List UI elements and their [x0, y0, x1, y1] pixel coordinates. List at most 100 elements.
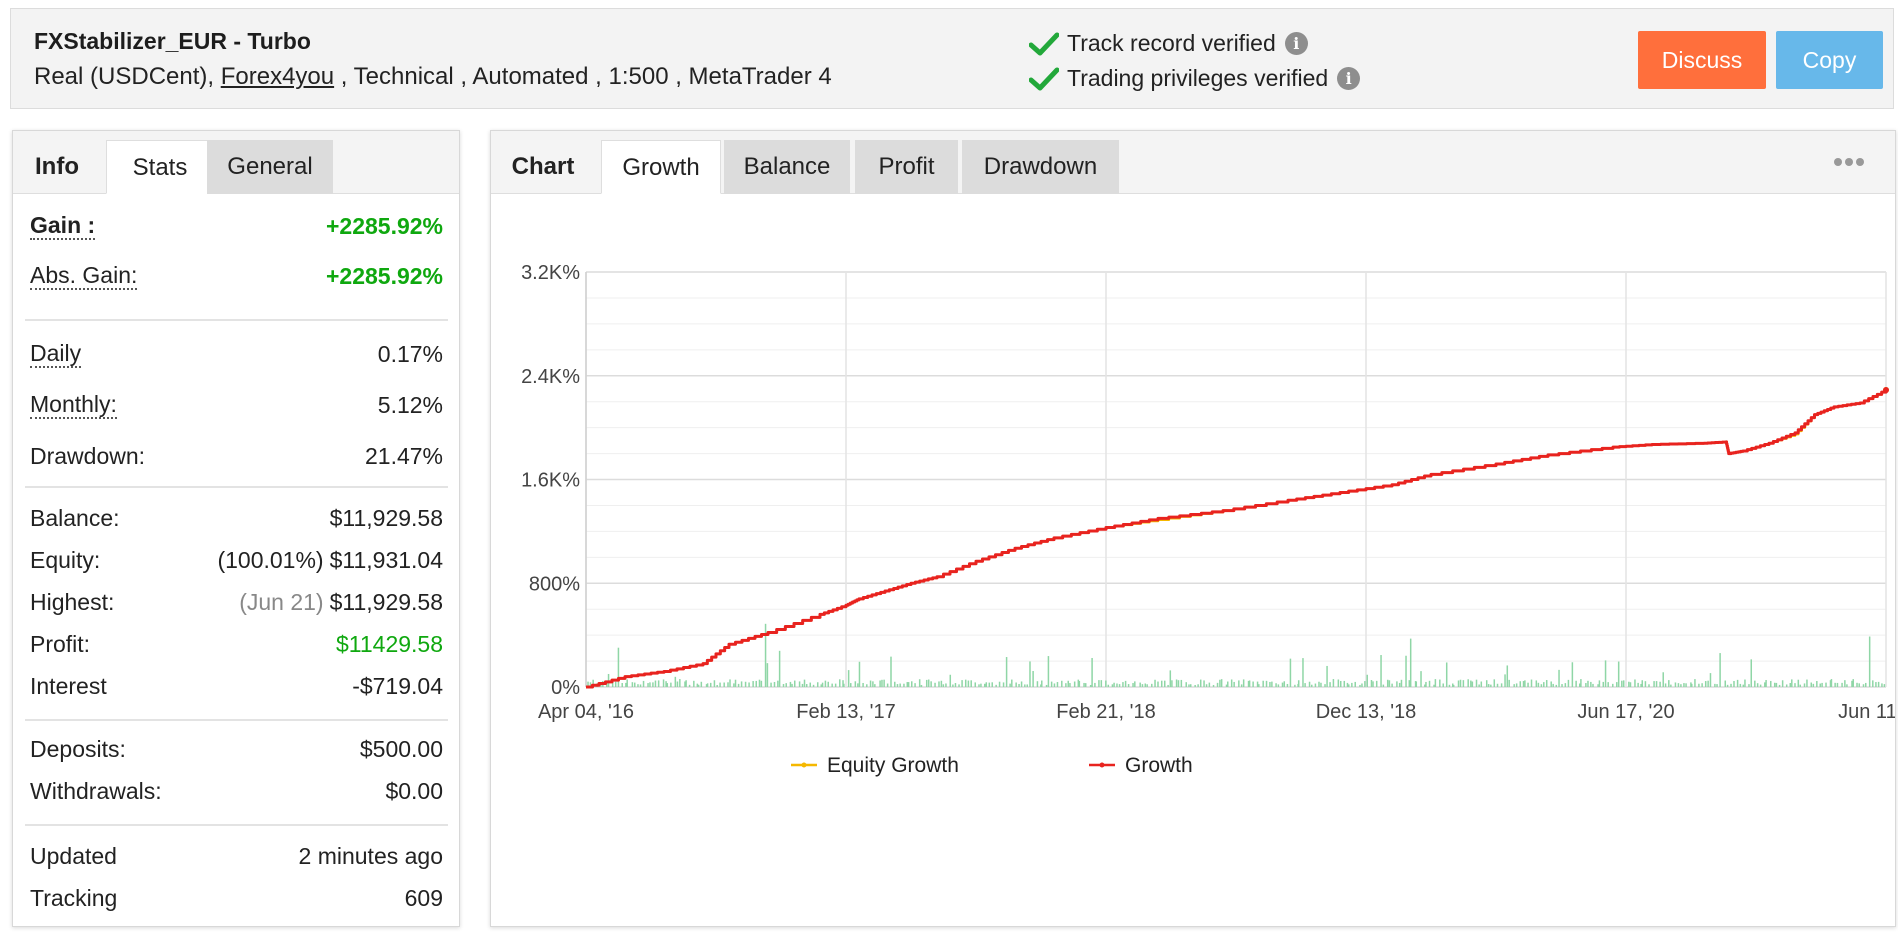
volume-bar [696, 683, 699, 687]
volume-bar [918, 679, 921, 687]
volume-bar [854, 681, 857, 687]
stat-label[interactable]: Daily [30, 340, 82, 368]
volume-bar [1281, 682, 1284, 687]
legend-item[interactable]: Growth [1089, 754, 1193, 777]
volume-bar [1714, 683, 1716, 687]
stat-label[interactable]: Abs. Gain: [30, 262, 138, 290]
stat-label[interactable]: Gain : [30, 212, 96, 240]
volume-bar [1617, 661, 1620, 687]
stat-label[interactable]: Monthly: [30, 391, 117, 419]
volume-bar [995, 684, 997, 687]
tab-chart[interactable]: Chart [511, 153, 575, 180]
volume-bar [1537, 682, 1540, 687]
more-options-icon[interactable] [1834, 153, 1868, 167]
volume-bar [1825, 682, 1827, 687]
volume-bar [1590, 681, 1592, 687]
volume-bar [1674, 682, 1677, 687]
volume-bar [1091, 657, 1093, 687]
volume-bar [1701, 683, 1703, 687]
volume-bar [1208, 682, 1211, 687]
info-icon[interactable]: i [1284, 32, 1308, 55]
volume-bar [1622, 680, 1625, 687]
volume-bar [1773, 682, 1776, 687]
volume-bar [881, 679, 883, 687]
chart-panel: Chart Growth Balance Profit Drawdown 0% 8… [490, 130, 1896, 927]
volume-bar [1810, 682, 1813, 687]
chart-tabs: Chart Growth Balance Profit Drawdown [491, 131, 1895, 194]
volume-bar [666, 683, 669, 687]
volume-bar [1015, 682, 1017, 687]
stat-deposits: Deposits: $500.00 [30, 734, 443, 764]
tab-profit[interactable]: Profit [855, 140, 958, 194]
volume-bar [1380, 655, 1382, 687]
volume-bar [1024, 684, 1026, 687]
volume-bar [1366, 674, 1368, 687]
stat-value: $0.00 [385, 777, 443, 804]
volume-bar [1269, 681, 1271, 687]
copy-button[interactable]: Copy [1776, 31, 1883, 89]
volume-bar [906, 682, 909, 687]
volume-bar [1724, 680, 1727, 687]
tab-stats[interactable]: Stats [106, 140, 214, 194]
volume-bar [983, 683, 986, 687]
volume-bar [1844, 680, 1846, 687]
volume-bar [1640, 683, 1642, 687]
volume-bar [896, 684, 899, 687]
info-icon[interactable]: i [1337, 67, 1361, 90]
volume-bar [764, 623, 767, 687]
volume-bar [1846, 684, 1848, 687]
broker-link[interactable]: Forex4you [220, 63, 335, 90]
tab-drawdown[interactable]: Drawdown [962, 140, 1119, 194]
volume-bar [1691, 683, 1693, 687]
volume-bar [927, 679, 930, 687]
volume-bar [734, 679, 737, 687]
volume-bar [1883, 684, 1886, 687]
volume-bar [1199, 679, 1202, 687]
volume-bar [1836, 682, 1839, 687]
volume-bar [894, 681, 896, 687]
volume-bar [1146, 684, 1148, 687]
stats-panel: Info Stats General Gain : +2285.92% Abs.… [12, 130, 460, 927]
volume-bar [1160, 680, 1163, 687]
volume-bar [1258, 684, 1260, 687]
volume-bar [1829, 680, 1832, 687]
volume-bar [1084, 683, 1087, 687]
legend-marker [1099, 762, 1105, 768]
volume-bar [1851, 680, 1853, 687]
volume-bar [639, 684, 642, 687]
discuss-button[interactable]: Discuss [1638, 31, 1766, 89]
volume-bar [709, 682, 712, 687]
growth-chart: 0% 800% 1.6K% 2.4K% 3.2K% Apr 04, '16 Feb 13,… [521, 262, 1895, 777]
checkmark-icon [1029, 32, 1059, 55]
volume-bar [1351, 682, 1353, 687]
volume-bar [777, 680, 779, 687]
tab-growth[interactable]: Growth [601, 140, 721, 194]
volume-bar [1794, 683, 1796, 687]
volume-bar [1154, 679, 1156, 687]
volume-bar [1040, 684, 1042, 687]
volume-bar [1324, 684, 1326, 687]
tab-general[interactable]: General [207, 140, 333, 194]
volume-bar [1736, 679, 1739, 687]
volume-bar [1841, 682, 1843, 687]
volume-bar [1578, 683, 1581, 687]
legend-item[interactable]: Equity Growth [791, 754, 959, 777]
volume-bar [1425, 681, 1427, 687]
volume-bar [1409, 638, 1412, 687]
stat-label: Balance: [30, 504, 120, 531]
volume-bar [1240, 684, 1243, 687]
volume-bar [1056, 682, 1059, 687]
volume-bar [1163, 680, 1166, 687]
volume-bar [1719, 653, 1721, 687]
volume-bar [1036, 681, 1039, 687]
y-tick-label: 800% [529, 573, 580, 595]
tab-balance[interactable]: Balance [724, 140, 850, 194]
volume-bar [890, 656, 892, 687]
volume-bar [812, 684, 815, 687]
volume-bar [1396, 681, 1398, 687]
volume-bar [1415, 681, 1418, 687]
volume-bar [1634, 679, 1636, 687]
volume-bar [1748, 684, 1750, 687]
tab-info[interactable]: Info [35, 153, 79, 180]
volume-bar [1522, 681, 1525, 687]
